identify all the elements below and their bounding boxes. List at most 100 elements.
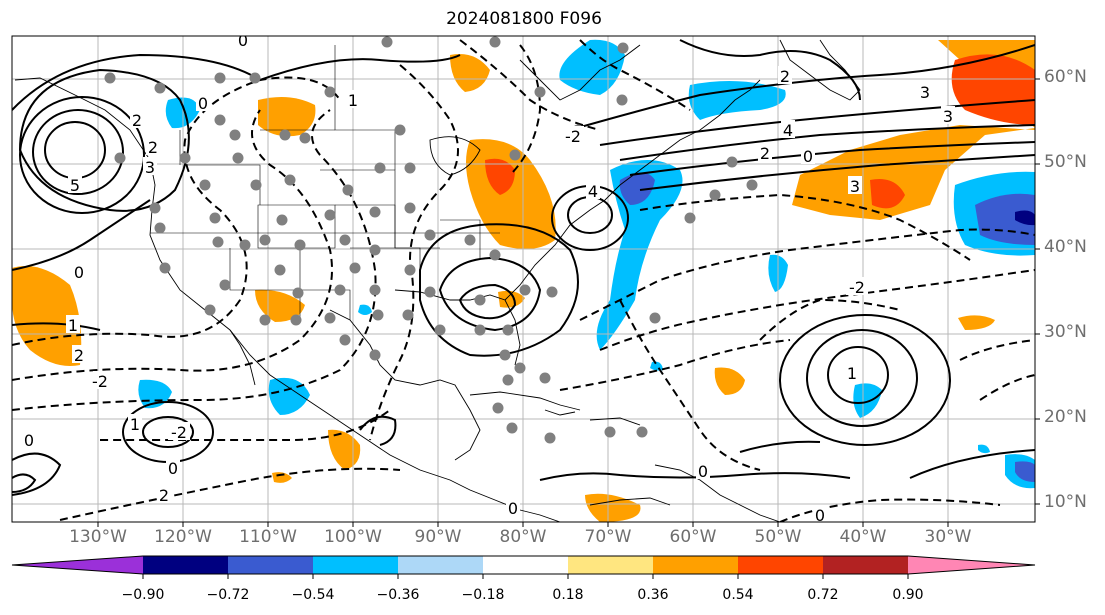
contour-solid: [12, 322, 101, 331]
contour-dashed: [369, 64, 459, 441]
contour-solid: [458, 283, 517, 320]
station-dot: [349, 262, 361, 274]
lon-label: 50°W: [754, 527, 802, 547]
station-dot: [290, 314, 302, 326]
contour-label: -2: [565, 127, 581, 146]
anomaly-positive: [498, 290, 525, 308]
contour-label: 2: [132, 111, 142, 130]
contour-solid: [827, 346, 889, 404]
contour-solid: [779, 314, 951, 446]
contour-solid: [359, 415, 397, 446]
contour-label: 2: [159, 486, 169, 505]
contour-solid: [142, 416, 194, 448]
anomaly-negative: [596, 160, 683, 350]
station-dot: [509, 149, 521, 161]
contour-label: 0: [238, 31, 248, 50]
contour-label: 2: [148, 138, 158, 157]
station-dot: [424, 229, 436, 241]
station-dot: [214, 72, 226, 84]
colorbar-tick-label: −0.90: [121, 587, 165, 603]
contour-label: 3: [850, 177, 860, 196]
contour-label: 2: [780, 67, 790, 86]
contour-label: 2: [760, 144, 770, 163]
anomaly-strong-positive: [870, 179, 905, 209]
anomaly-negative: [559, 39, 625, 95]
station-dot: [339, 234, 351, 246]
contour-solid: [32, 109, 124, 195]
contour-label: 0: [74, 263, 84, 282]
contour-dashed: [579, 39, 691, 111]
station-dot: [324, 209, 336, 221]
station-dot: [474, 294, 486, 306]
contour-dashed: [619, 299, 761, 471]
station-dot: [294, 239, 306, 251]
contour-dashed: [579, 228, 1035, 321]
contour-label: 1: [130, 415, 140, 434]
station-dot: [502, 324, 514, 336]
anomaly-fill-layer: [12, 39, 1035, 522]
contour-solid: [629, 141, 1035, 176]
map-title: 2024081800 F096: [446, 9, 602, 29]
lon-label: 60°W: [669, 527, 717, 547]
contour-dashed: [779, 498, 1001, 522]
lon-label: 130°W: [69, 527, 127, 547]
contour-label: 1: [847, 364, 857, 383]
contour-label: 0: [198, 94, 208, 113]
station-layer: [104, 36, 758, 444]
station-dot: [369, 206, 381, 218]
colorbar-tick-label: 0.36: [637, 587, 669, 603]
station-dot: [179, 152, 191, 164]
station-dot: [604, 426, 616, 438]
station-dot: [284, 174, 296, 186]
contour-solid: [12, 452, 62, 496]
colorbar-tick-label: −0.54: [291, 587, 335, 603]
station-dot: [381, 36, 393, 48]
contour-dashed-group: [12, 39, 1035, 522]
anomaly-strong-positive: [485, 158, 515, 195]
contour-solid: [419, 223, 579, 357]
lon-label: 40°W: [839, 527, 887, 547]
station-dot: [369, 284, 381, 296]
contour-dashed: [979, 374, 1035, 401]
anomaly-positive: [714, 367, 745, 395]
contour-label: 3: [943, 107, 953, 126]
anomaly-positive: [958, 315, 995, 330]
colorbar-bin: [143, 556, 228, 574]
coastlines: [14, 39, 861, 522]
anomaly-strong-negative: [619, 172, 655, 205]
station-dot: [474, 324, 486, 336]
station-dot: [434, 324, 446, 336]
contour-solid: [806, 329, 918, 427]
station-dot: [404, 202, 416, 214]
station-dot: [154, 82, 166, 94]
contour-labels: 0 2 2 3 5 1 0 2 1 -2 0 -2 -2 2 3 4 3 0 1…: [22, 31, 955, 525]
contour-solid: [679, 39, 861, 101]
contour-dashed: [559, 339, 791, 391]
contour-dashed: [100, 409, 391, 442]
contour-solid: [19, 96, 145, 214]
station-dot: [499, 349, 511, 361]
station-dot: [219, 279, 231, 291]
colorbar-bin: [823, 556, 908, 574]
anomaly-positive: [792, 40, 1035, 220]
contour-solid: [619, 124, 1035, 161]
contour-solid: [909, 449, 1035, 479]
station-dot: [279, 129, 291, 141]
contour-label: 0: [24, 431, 34, 450]
contour-label: 0: [803, 147, 813, 166]
contour-dashed: [59, 467, 401, 521]
colorbar-tick-label: −0.36: [376, 587, 420, 603]
station-dot: [276, 214, 288, 226]
lat-label: 50°N: [1044, 152, 1087, 172]
station-dot: [274, 264, 286, 276]
station-dot: [199, 179, 211, 191]
contour-label: 0: [815, 506, 825, 525]
colorbar-bin: [653, 556, 738, 574]
colorbar-extend-high: [908, 556, 1035, 574]
colorbar-bin: [313, 556, 398, 574]
contour-solid: [12, 473, 37, 493]
station-dot: [394, 124, 406, 136]
station-dot: [250, 179, 262, 191]
contour-label: 4: [783, 121, 793, 140]
